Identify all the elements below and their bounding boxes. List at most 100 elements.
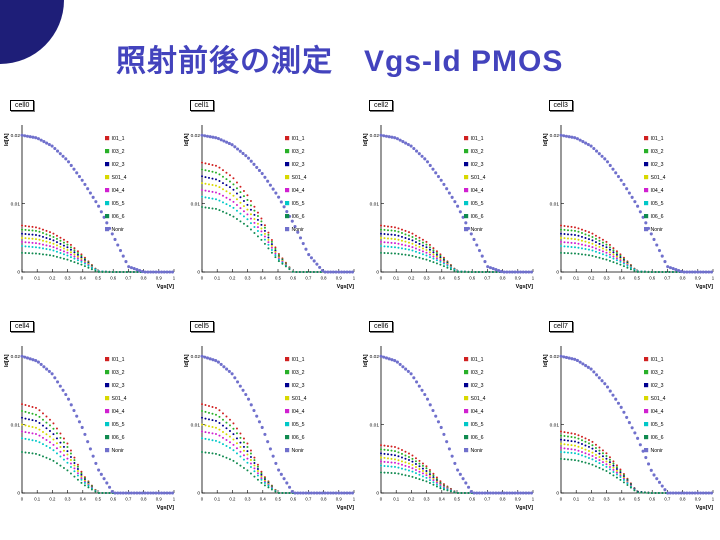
series-I05_5 xyxy=(200,195,353,273)
x-tick-label: 0.6 xyxy=(290,276,297,281)
series-I05_5 xyxy=(559,450,712,494)
x-tick-label: 0.7 xyxy=(484,497,491,502)
legend-marker xyxy=(464,370,469,375)
series-S01_4 xyxy=(380,236,533,273)
x-tick-label: 0.9 xyxy=(156,276,163,281)
legend-label: Nonir xyxy=(291,448,304,454)
series-I02_3 xyxy=(380,452,533,494)
legend-marker xyxy=(643,396,648,401)
x-tick-label: 1 xyxy=(532,497,535,502)
series-I06_6 xyxy=(559,251,712,273)
x-tick-label: 0.6 xyxy=(649,276,656,281)
legend-label: Nonir xyxy=(291,227,304,233)
legend-label: I03_2 xyxy=(471,149,484,155)
legend-label: I01_1 xyxy=(471,136,484,142)
y-tick-label: 0.01 xyxy=(370,201,380,207)
x-axis-label: Vgs[V] xyxy=(336,505,354,511)
legend-label: I01_1 xyxy=(291,357,304,363)
series-S01_4 xyxy=(559,236,712,273)
series-Nonir xyxy=(379,133,534,274)
series-Nonir xyxy=(558,133,713,274)
x-tick-label: 0.5 xyxy=(454,276,461,281)
legend-marker xyxy=(643,383,648,388)
chart-panel: cell5 0 0.01 0.02 0 0.1 0.2 0.3 0.4 0.5 0.6 0.7 0.8 0… xyxy=(182,319,360,538)
y-tick-label: 0.02 xyxy=(190,133,200,139)
x-tick-label: 0.3 xyxy=(603,497,610,502)
legend-label: I02_3 xyxy=(650,162,663,168)
series-I05_5 xyxy=(200,437,353,494)
legend-marker xyxy=(105,422,110,427)
legend-label: I01_1 xyxy=(650,357,663,363)
x-tick-label: 0.9 xyxy=(694,276,701,281)
legend-label: I06_6 xyxy=(471,435,484,441)
chart-canvas: 0 0.01 0.02 0 0.1 0.2 0.3 0.4 0.5 0.6 0.7 0.8 0.9 1 Vg… xyxy=(363,125,535,290)
x-axis-label: Vgs[V] xyxy=(695,505,713,511)
legend-label: I02_3 xyxy=(112,383,125,389)
chart-canvas: 0 0.01 0.02 0 0.1 0.2 0.3 0.4 0.5 0.6 0.7 0.8 0.9 1 Vg… xyxy=(543,125,714,290)
legend-label: I04_4 xyxy=(112,409,125,415)
series-S01_4 xyxy=(380,456,533,494)
series-I03_2 xyxy=(380,228,533,273)
legend-marker xyxy=(105,396,110,401)
chart-panel: cell4 0 0.01 0.02 0 0.1 0.2 0.3 0.4 0.5 0.6 0.7 0.8 0… xyxy=(2,319,180,538)
series-I02_3 xyxy=(200,416,353,494)
legend-label: I03_2 xyxy=(112,149,125,155)
series-I05_5 xyxy=(21,245,174,273)
y-axis-label: Id[A] xyxy=(4,354,10,367)
x-tick-label: 0.6 xyxy=(469,276,476,281)
x-tick-label: 0.4 xyxy=(439,497,446,502)
x-tick-label: 0.9 xyxy=(156,497,163,502)
legend-label: I06_6 xyxy=(112,435,125,441)
panel-label: cell3 xyxy=(548,100,573,111)
y-axis-label: Id[A] xyxy=(184,354,190,367)
x-tick-label: 0.9 xyxy=(335,276,342,281)
x-tick-label: 0.5 xyxy=(275,497,282,502)
legend-label: I05_5 xyxy=(471,201,484,207)
legend-label: S01_4 xyxy=(112,396,127,402)
legend-label: Nonir xyxy=(471,227,484,233)
x-tick-label: 0.9 xyxy=(694,497,701,502)
legend-marker xyxy=(105,188,110,193)
x-tick-label: 0.4 xyxy=(618,276,625,281)
series-I03_2 xyxy=(21,409,174,494)
x-tick-label: 0 xyxy=(200,276,203,281)
x-tick-label: 0.1 xyxy=(573,497,580,502)
series-I06_6 xyxy=(200,450,353,494)
chart-canvas: 0 0.01 0.02 0 0.1 0.2 0.3 0.4 0.5 0.6 0.7 0.8 0.9 1 Vg… xyxy=(4,346,176,511)
x-tick-label: 0.6 xyxy=(290,497,297,502)
series-I03_2 xyxy=(559,228,712,273)
legend-marker xyxy=(464,357,469,362)
panel-label: cell1 xyxy=(189,100,214,111)
series-I04_4 xyxy=(200,188,353,273)
x-tick-label: 0.3 xyxy=(65,276,72,281)
legend-label: I04_4 xyxy=(650,188,663,194)
x-tick-label: 0.2 xyxy=(408,497,415,502)
legend-marker xyxy=(284,214,289,219)
x-tick-label: 0.5 xyxy=(634,497,641,502)
x-tick-label: 0 xyxy=(559,497,562,502)
legend-marker xyxy=(284,162,289,167)
legend-marker xyxy=(464,175,469,180)
y-tick-label: 0.01 xyxy=(549,201,559,207)
legend-label: I01_1 xyxy=(650,136,663,142)
chart-panel: cell0 0 0.01 0.02 0 0.1 0.2 0.3 0.4 0.5 0.6 0.7 0.8 0… xyxy=(2,98,180,317)
legend-label: I02_3 xyxy=(291,162,304,168)
series-I06_6 xyxy=(380,471,533,494)
x-tick-label: 0.2 xyxy=(408,276,415,281)
x-tick-label: 0.7 xyxy=(305,276,312,281)
y-tick-label: 0.01 xyxy=(190,201,200,207)
series-I03_2 xyxy=(200,409,353,494)
series-Nonir xyxy=(199,133,354,274)
y-tick-label: 0 xyxy=(376,270,379,276)
series-I03_2 xyxy=(559,434,712,494)
legend-label: I04_4 xyxy=(291,409,304,415)
x-tick-label: 0.5 xyxy=(454,497,461,502)
legend-label: I05_5 xyxy=(291,201,304,207)
x-tick-label: 0.8 xyxy=(141,276,148,281)
x-tick-label: 0.1 xyxy=(214,276,221,281)
y-tick-label: 0 xyxy=(197,491,200,497)
series-S01_4 xyxy=(200,423,353,494)
legend-label: I01_1 xyxy=(291,136,304,142)
x-tick-label: 0.6 xyxy=(649,497,656,502)
legend-label: I02_3 xyxy=(650,383,663,389)
